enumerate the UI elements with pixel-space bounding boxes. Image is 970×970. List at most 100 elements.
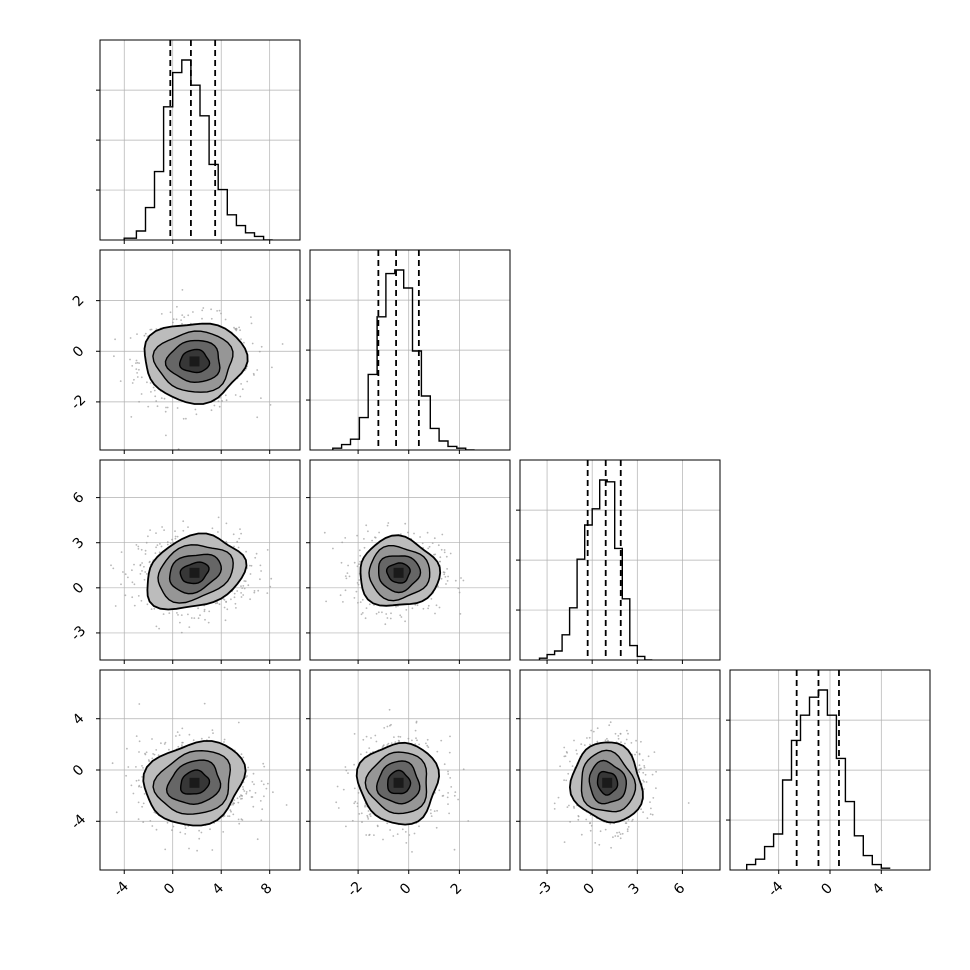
contour-1 <box>580 749 637 813</box>
scatter-point <box>387 522 390 524</box>
scatter-point <box>384 623 387 626</box>
scatter-point <box>242 786 244 788</box>
scatter-point <box>386 617 389 619</box>
scatter-point <box>553 808 556 810</box>
scatter-point <box>138 785 140 788</box>
scatter-point <box>354 800 357 803</box>
scatter-point <box>147 535 149 538</box>
scatter-point <box>445 555 448 558</box>
scatter-point <box>428 545 431 548</box>
scatter-point <box>351 819 354 822</box>
scatter-point <box>253 374 255 376</box>
y-tick-label: 0 <box>70 580 88 598</box>
scatter-point <box>246 380 249 383</box>
scatter-point <box>416 739 418 742</box>
scatter-point <box>267 782 269 785</box>
scatter-point <box>588 822 591 825</box>
scatter-point <box>114 605 117 607</box>
scatter-point <box>137 548 140 550</box>
scatter-point <box>263 765 266 768</box>
scatter-point <box>422 607 425 610</box>
scatter-point <box>110 564 112 567</box>
scatter-point <box>217 400 220 403</box>
scatter-point <box>143 793 146 795</box>
scatter-point <box>652 797 655 799</box>
scatter-point <box>174 537 177 540</box>
scatter-point <box>152 753 155 755</box>
scatter-point <box>202 307 205 309</box>
panel-frame <box>309 459 511 661</box>
panel-0-0 <box>96 39 301 244</box>
scatter-point <box>411 851 413 853</box>
scatter-point <box>239 395 242 398</box>
scatter-point <box>127 766 130 768</box>
x-tick-label: 0 <box>161 880 179 898</box>
scatter-point <box>645 781 648 783</box>
scatter-point <box>193 617 196 619</box>
scatter-point <box>216 602 219 604</box>
scatter-point <box>357 583 360 586</box>
scatter-point <box>580 743 583 745</box>
scatter-point <box>359 560 361 563</box>
scatter-point <box>203 610 206 613</box>
scatter-point <box>413 832 416 835</box>
scatter-point <box>439 560 441 563</box>
scatter-point <box>247 584 250 587</box>
scatter-point <box>399 614 402 617</box>
scatter-point <box>368 834 370 836</box>
scatter-point <box>211 527 214 530</box>
scatter-point <box>266 549 269 551</box>
scatter-point <box>154 395 157 398</box>
scatter-point <box>142 802 145 805</box>
scatter-point <box>124 594 127 597</box>
scatter-point <box>610 846 612 849</box>
contour-1 <box>368 545 431 602</box>
scatter-point <box>447 575 449 578</box>
scatter-point <box>133 563 135 566</box>
contour-3 <box>179 769 211 795</box>
contour-2 <box>164 339 221 384</box>
scatter-point <box>155 749 158 751</box>
scatter-point <box>203 702 206 705</box>
scatter-point <box>166 543 169 546</box>
scatter-point <box>414 603 417 606</box>
scatter-point <box>620 741 622 744</box>
scatter-point <box>181 322 183 325</box>
scatter-point <box>197 617 200 620</box>
scatter-point <box>204 618 206 621</box>
scatter-point <box>208 610 211 613</box>
scatter-point <box>163 529 166 531</box>
scatter-point <box>200 737 203 740</box>
scatter-point <box>252 772 255 775</box>
scatter-point <box>259 578 261 581</box>
scatter-point <box>233 799 236 801</box>
scatter-point <box>345 577 348 580</box>
scatter-point <box>585 818 588 821</box>
contour-3 <box>179 348 211 374</box>
scatter-point <box>130 784 133 787</box>
scatter-point <box>427 607 429 610</box>
scatter-point <box>361 598 364 601</box>
scatter-point <box>232 533 235 536</box>
scatter-point <box>242 756 245 759</box>
scatter-point <box>392 835 395 837</box>
scatter-point <box>440 548 443 551</box>
scatter-point <box>367 818 370 820</box>
scatter-point <box>149 560 151 563</box>
scatter-point <box>446 568 448 570</box>
scatter-point <box>638 771 641 773</box>
scatter-point <box>357 792 360 794</box>
scatter-point <box>144 549 147 552</box>
scatter-point <box>365 524 368 527</box>
scatter-point <box>151 757 154 760</box>
x-tick-label: 0 <box>397 880 415 898</box>
scatter-point <box>583 744 586 746</box>
scatter-point <box>589 743 591 746</box>
scatter-point <box>346 572 349 574</box>
scatter-point <box>143 334 146 337</box>
scatter-point <box>604 739 607 742</box>
scatter-point <box>153 753 156 756</box>
scatter-point <box>138 740 141 743</box>
scatter-point <box>363 538 365 540</box>
scatter-point <box>368 747 371 749</box>
